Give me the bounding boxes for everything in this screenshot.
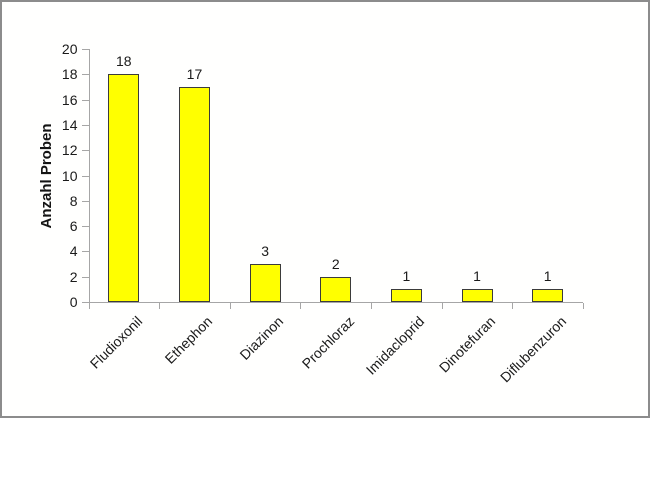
x-tick [159,303,161,309]
bar [249,264,281,302]
chart-frame: Anzahl Proben 0 2 4 6 8 10 12 14 16 18 20 18 Fludiox… [0,0,650,418]
y-tick [81,302,89,303]
y-tick [81,150,89,152]
y-tick-label: 14 [61,116,78,133]
y-tick [81,74,89,76]
bar-chart: Anzahl Proben 0 2 4 6 8 10 12 14 16 18 20 18 Fludiox… [2,2,648,416]
y-tick [81,226,89,228]
y-tick-label: 2 [69,268,78,285]
bar [320,276,352,302]
y-tick-label: 20 [61,41,78,57]
bar-value-label: 2 [331,255,340,272]
bar-value-label: 1 [473,268,481,285]
y-tick [81,251,89,253]
bar-value-label: 18 [116,53,132,70]
x-tick [441,303,443,309]
x-tick [583,303,584,309]
x-tick [371,303,373,309]
y-tick [81,175,89,177]
plot-area: 0 2 4 6 8 10 12 14 16 18 20 18 Fludioxonil 17 Ethephon… [2,2,648,416]
y-tick-label: 12 [61,142,78,159]
bar [390,289,422,302]
bar-value-label: 1 [402,268,411,285]
y-tick-label: 16 [61,91,78,108]
x-tick [229,303,231,309]
y-tick [81,200,89,202]
bar [178,86,210,302]
y-tick-label: 6 [69,218,78,235]
y-axis-line [88,49,90,302]
x-tick [300,303,302,309]
y-tick [81,124,89,126]
y-tick [81,99,89,101]
bar [461,289,493,302]
bar-value-label: 17 [186,65,203,82]
y-tick-label: 0 [69,294,78,310]
y-tick-label: 4 [69,243,78,260]
category-label: Diflubenzuron [496,313,569,386]
y-tick [81,276,89,278]
bar [532,289,564,302]
bar-value-label: 3 [261,243,269,260]
x-axis-line [81,302,583,303]
y-tick [81,49,89,50]
y-tick-label: 18 [61,66,78,83]
x-tick [88,303,90,309]
x-tick [512,303,514,309]
y-tick-label: 10 [61,167,78,184]
bar [108,74,140,302]
y-tick-label: 8 [69,192,78,209]
bar-value-label: 1 [543,268,552,285]
